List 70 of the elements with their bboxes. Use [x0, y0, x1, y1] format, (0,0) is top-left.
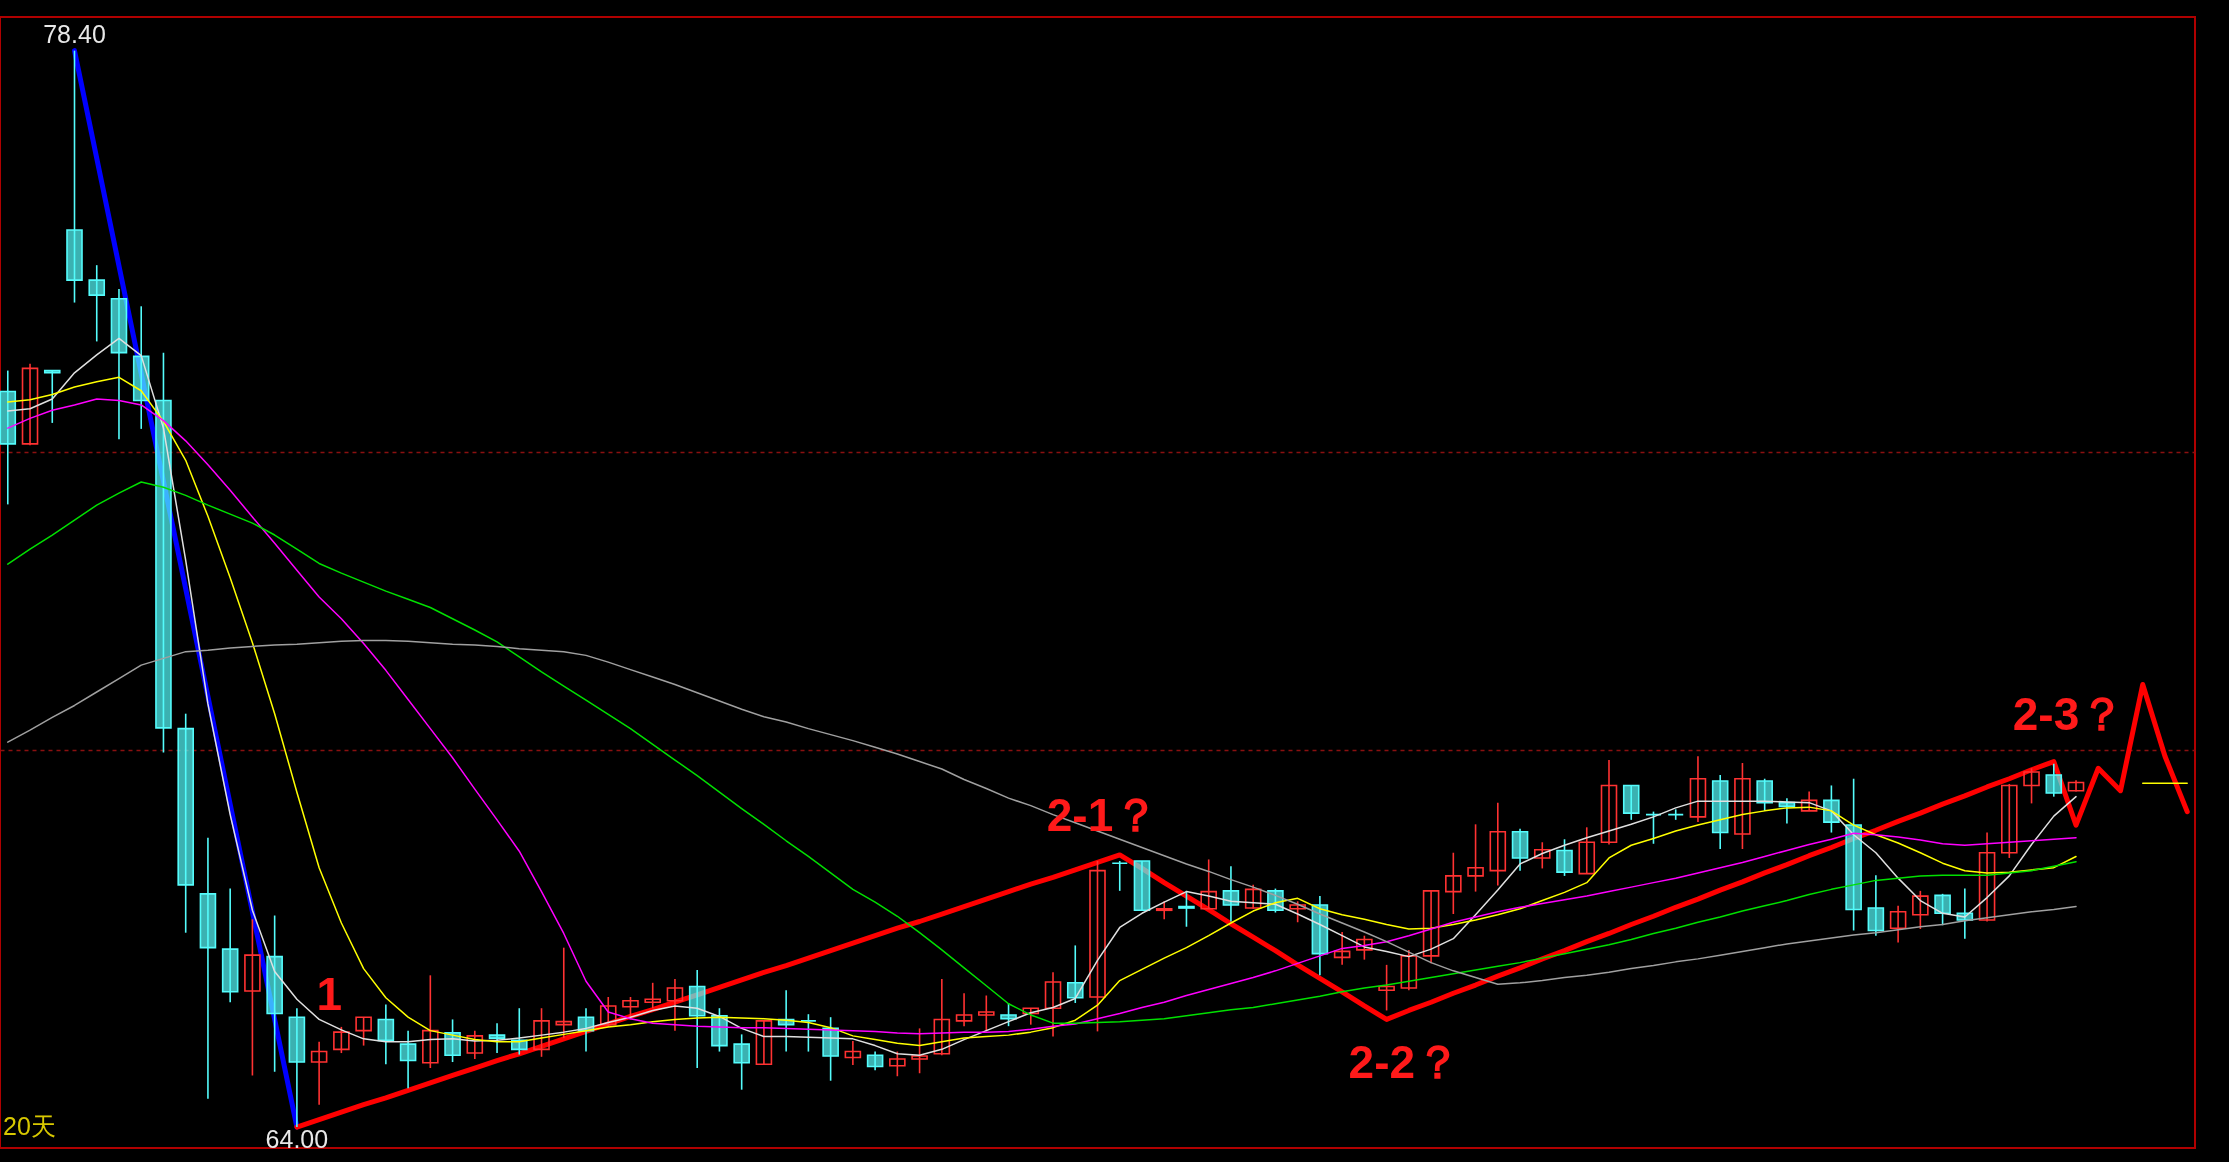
candlestick: [1756, 777, 1773, 812]
candlestick: [1289, 900, 1306, 924]
candlestick: [599, 996, 617, 1028]
candlestick: [377, 1003, 395, 1066]
annotation: 2-1？: [1046, 788, 1160, 841]
annotation: 2-2？: [1348, 1036, 1462, 1089]
candlestick: [244, 918, 261, 1077]
candlestick: [1489, 801, 1507, 887]
candlestick: [1934, 893, 1951, 927]
candlestick: [1978, 831, 1996, 923]
candlestick: [1044, 971, 1062, 1038]
candlestick: [1422, 889, 1440, 965]
candlestick: [1066, 944, 1084, 1004]
candlestick: [2023, 767, 2040, 805]
annotation: 2-3？: [2012, 687, 2126, 740]
annotation: 78.40: [43, 19, 106, 48]
candlestick: [21, 363, 39, 447]
candlestick: [399, 1029, 417, 1089]
candlestick: [2067, 779, 2085, 793]
candlestick: [422, 974, 439, 1069]
candlestick: [1022, 1007, 1040, 1026]
candlestick: [488, 1022, 506, 1054]
candlestick: [533, 1007, 550, 1058]
candlestick: [955, 992, 973, 1027]
candlestick: [1600, 759, 1618, 846]
candlestick: [355, 1016, 372, 1047]
candlestick: [1867, 874, 1885, 937]
candlestick: [1178, 890, 1195, 928]
candlestick: [1356, 934, 1373, 961]
candlestick: [1200, 858, 1217, 910]
annotation: 1: [316, 968, 343, 1021]
annotation: 64.00: [265, 1125, 329, 1154]
candlestick: [844, 1040, 862, 1066]
candlestick: [1667, 808, 1685, 821]
candlestick: [1889, 905, 1907, 944]
candlestick: [755, 1020, 773, 1066]
candlestick: [333, 1026, 350, 1054]
candlestick: [1912, 890, 1929, 930]
annotation: 20天: [3, 1112, 56, 1140]
candlestick: [933, 978, 951, 1057]
candlestick: [43, 369, 61, 424]
candlestick: [1800, 790, 1818, 812]
candlestick: [1467, 823, 1484, 893]
candlestick: [1089, 860, 1106, 1033]
candlestick: [88, 264, 106, 343]
candlestick: [1111, 860, 1129, 892]
candlestick: [800, 1013, 817, 1053]
candlestick: [555, 946, 573, 1039]
candlestick: [978, 994, 995, 1033]
candlestick: [1400, 949, 1418, 992]
candlestick: [1333, 931, 1351, 966]
candlestick: [889, 1050, 906, 1078]
candlestick: [466, 1029, 484, 1060]
candlestick: [2001, 783, 2018, 859]
candlestick: [1155, 900, 1173, 921]
candlestick: [1533, 841, 1551, 870]
candlestick: [866, 1050, 884, 1072]
candlestick: [644, 982, 662, 1010]
candlestick: [1689, 755, 1707, 823]
candlestick: [733, 1033, 750, 1091]
candlestick: [1556, 838, 1573, 877]
candlestick: [1378, 964, 1395, 1012]
candlestick: [1244, 884, 1262, 910]
candlestick: [1734, 762, 1751, 850]
candlestick: [1578, 826, 1596, 875]
candlestick: [310, 1041, 328, 1106]
candlestick: [2045, 762, 2063, 798]
candlestick: [911, 1027, 928, 1075]
candlestick: [1445, 851, 1462, 915]
candlestick: [666, 978, 684, 1032]
